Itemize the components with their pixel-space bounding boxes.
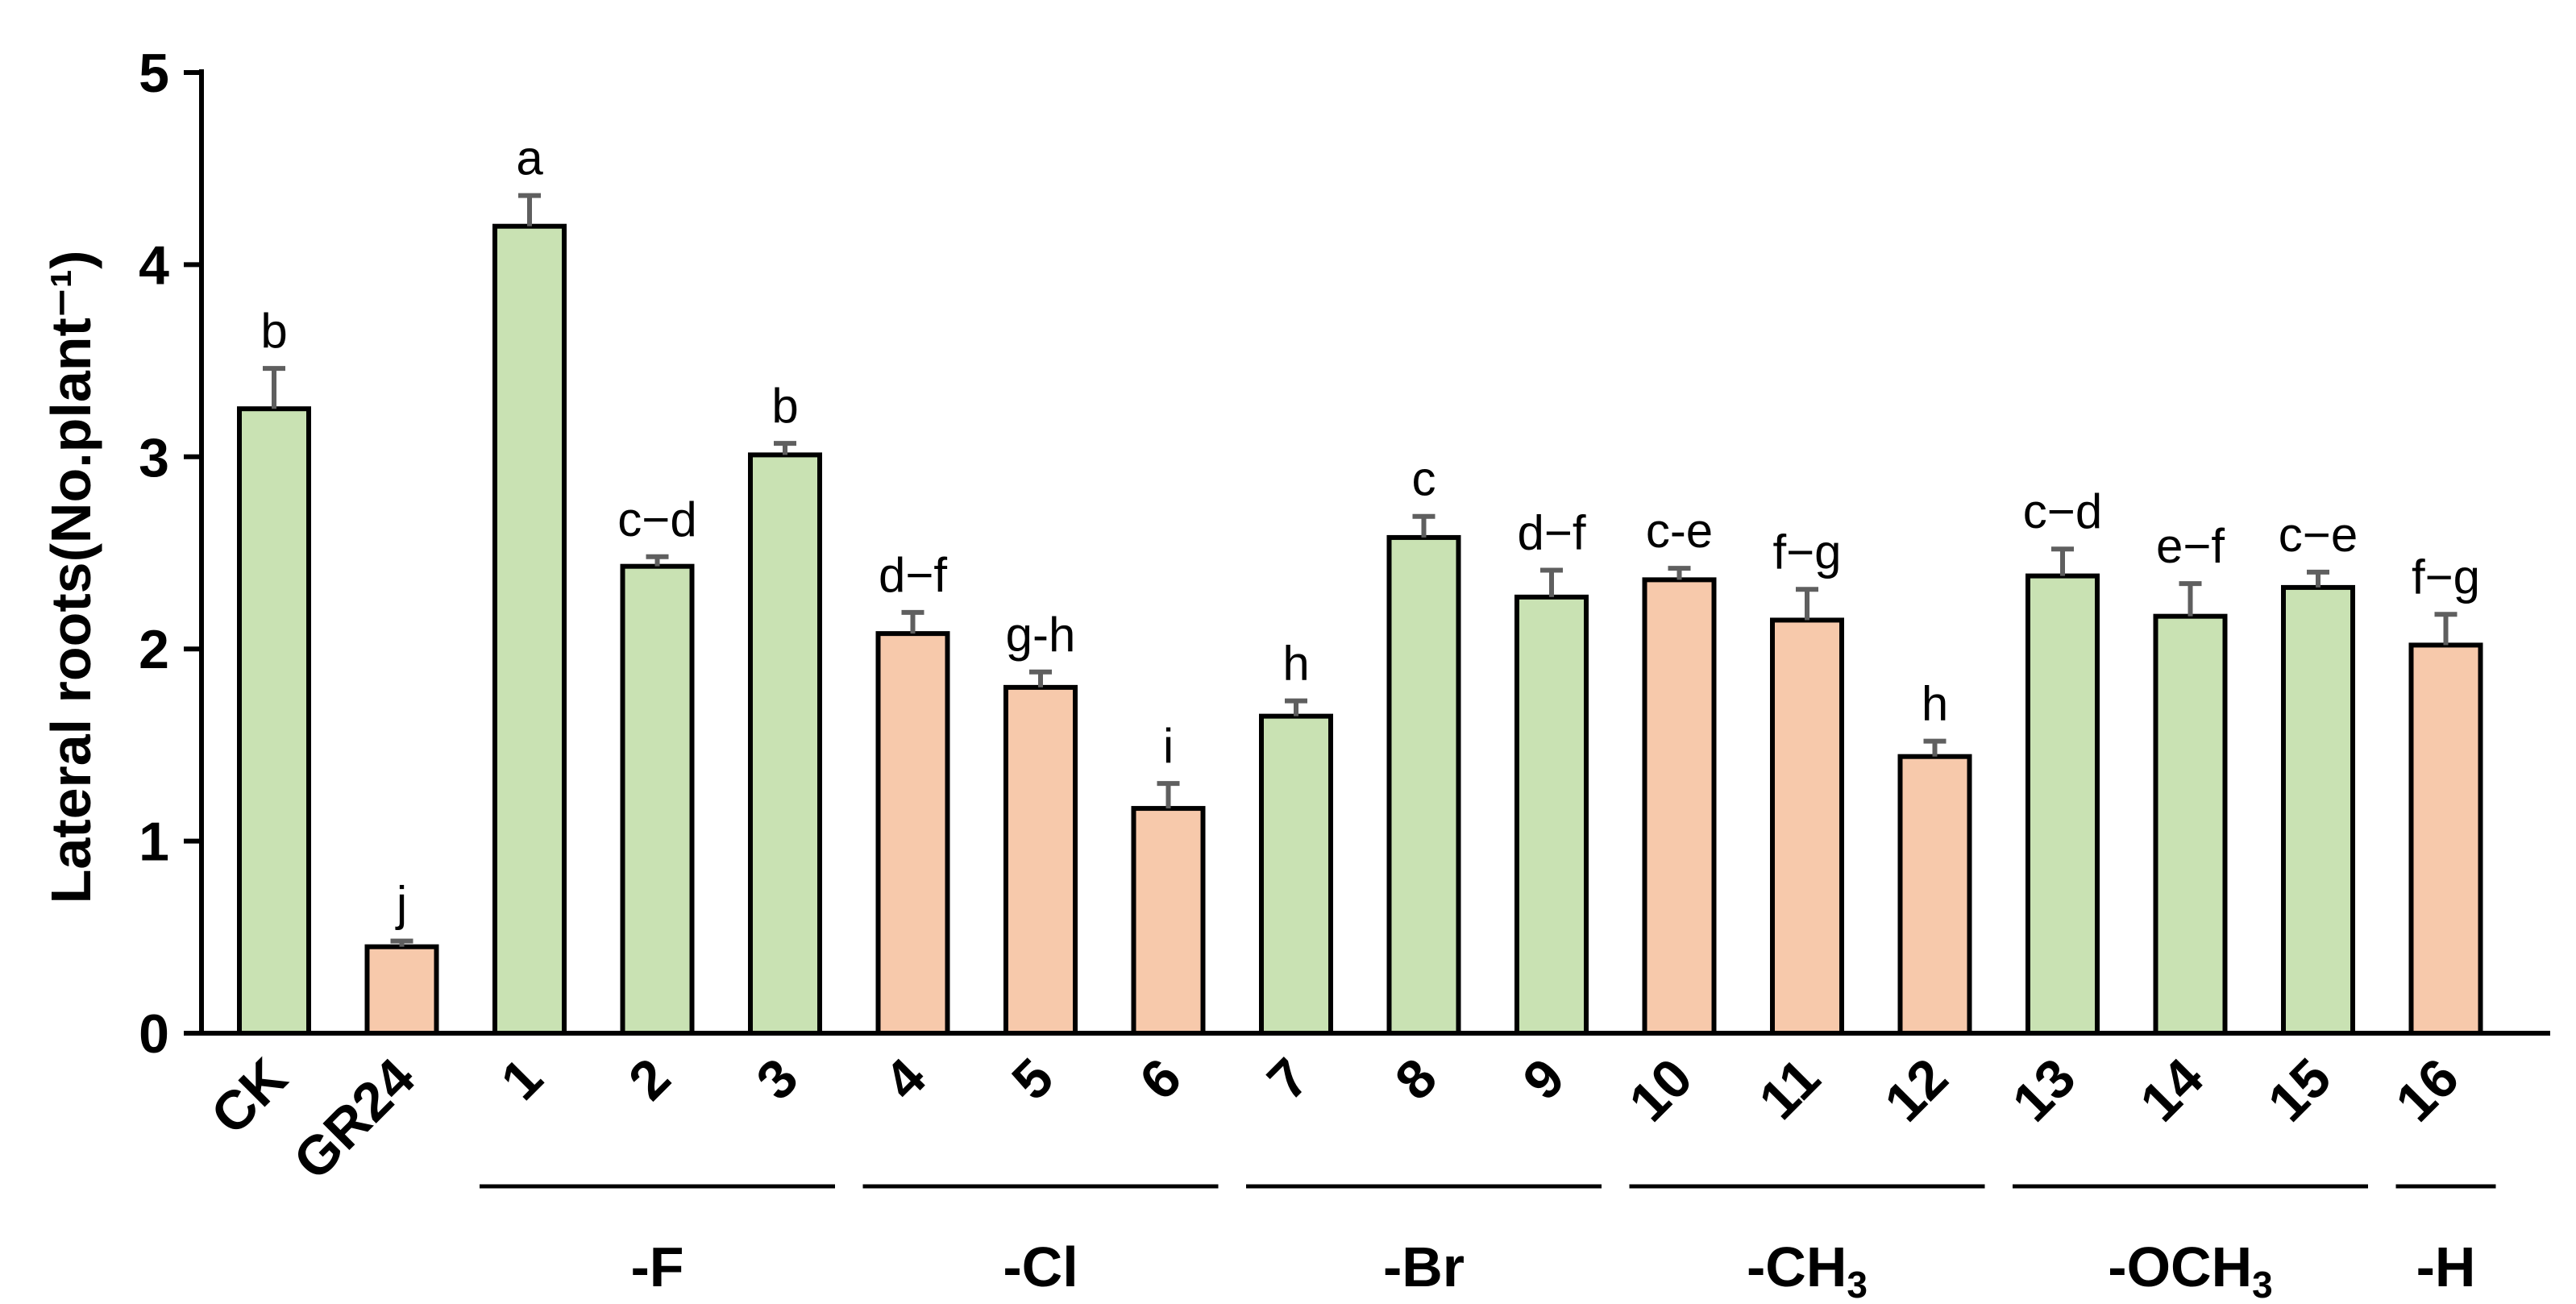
x-tick-label: 13 <box>2001 1047 2087 1133</box>
bar <box>364 944 439 1036</box>
significance-label: d−f <box>879 548 947 602</box>
significance-label: d−f <box>1517 505 1585 559</box>
x-tick-label: CK <box>199 1047 298 1146</box>
bar <box>1386 534 1461 1036</box>
x-tick-label: 2 <box>617 1047 682 1111</box>
x-tick-label: 14 <box>2129 1047 2215 1133</box>
group-label: -Cl <box>1003 1235 1078 1298</box>
y-axis: 0 1 2 3 4 5 <box>139 43 204 1065</box>
bar <box>2281 584 2355 1036</box>
significance-label: e−f <box>2156 519 2225 573</box>
bar <box>1003 684 1078 1036</box>
x-tick-label: 4 <box>873 1047 938 1112</box>
x-tick-label: 5 <box>1000 1047 1065 1111</box>
x-tick-label: 11 <box>1747 1047 1832 1132</box>
significance-label: j <box>395 877 407 931</box>
y-tick-label: 1 <box>139 812 169 873</box>
significance-label: g-h <box>1006 608 1076 662</box>
x-tick-label: 12 <box>1873 1047 1959 1133</box>
significance-label: h <box>1282 637 1309 691</box>
y-tick-label: 0 <box>139 1003 169 1065</box>
x-tick-label: 3 <box>745 1047 809 1111</box>
significance-label: i <box>1163 719 1174 773</box>
significance-label: f−g <box>1772 525 1841 579</box>
x-tick-label: 6 <box>1128 1047 1193 1111</box>
significance-label: f−g <box>2412 550 2480 604</box>
significance-label: c-e <box>1646 504 1713 558</box>
bar <box>237 406 311 1036</box>
group-label: -Br <box>1383 1235 1465 1298</box>
y-axis-label: Lateral roots(No.plant⁻¹) <box>39 251 102 904</box>
x-tick-label: GR24 <box>282 1047 426 1191</box>
y-tick-label: 5 <box>139 43 169 104</box>
significance-label: c <box>1412 452 1436 506</box>
bar <box>2153 613 2228 1036</box>
bar <box>1642 577 1717 1036</box>
bar <box>1131 806 1206 1036</box>
bar <box>2025 573 2100 1036</box>
x-tick-label: 8 <box>1384 1047 1448 1111</box>
bar <box>748 452 822 1036</box>
bar <box>620 563 695 1036</box>
bar <box>1897 754 1972 1036</box>
group-label: -H <box>2416 1235 2476 1298</box>
bar <box>2408 642 2483 1036</box>
x-tick-label: 10 <box>1618 1047 1704 1133</box>
bars <box>237 193 2483 1036</box>
x-tick-label: 16 <box>2384 1047 2470 1133</box>
y-tick-label: 2 <box>139 619 169 680</box>
x-tick-label: 7 <box>1256 1047 1320 1111</box>
significance-label: b <box>260 304 287 358</box>
group-label: -OCH3 <box>2108 1235 2272 1304</box>
significance-label: c−e <box>2279 508 2358 562</box>
significance-label: c−d <box>2023 484 2102 538</box>
bar <box>1514 594 1589 1036</box>
y-tick-label: 3 <box>139 427 169 488</box>
group-label-subscript: 3 <box>1847 1264 1868 1304</box>
significance-label: h <box>1922 677 1948 731</box>
group-brackets: -F -Cl -Br -CH3 -OCH3 -H <box>480 1184 2496 1304</box>
significance-label: c−d <box>617 492 696 546</box>
group-label-subscript: 3 <box>2252 1264 2273 1304</box>
labels: b j a c−d b d−f g-h i h c d−f c-e f−g h c−d e−f c−e f−g <box>260 131 2480 931</box>
bar <box>875 631 950 1036</box>
x-tick-label: 15 <box>2256 1047 2342 1133</box>
bar <box>492 223 567 1036</box>
y-tick-label: 4 <box>139 235 169 296</box>
bar <box>1259 713 1333 1036</box>
significance-label: b <box>771 379 798 433</box>
group-label: -F <box>630 1235 683 1298</box>
bar <box>1770 617 1844 1036</box>
x-tick-label: 9 <box>1511 1047 1576 1111</box>
group-label: -CH3 <box>1747 1235 1868 1304</box>
significance-label: a <box>516 131 543 185</box>
x-tick-label: 1 <box>489 1047 554 1111</box>
